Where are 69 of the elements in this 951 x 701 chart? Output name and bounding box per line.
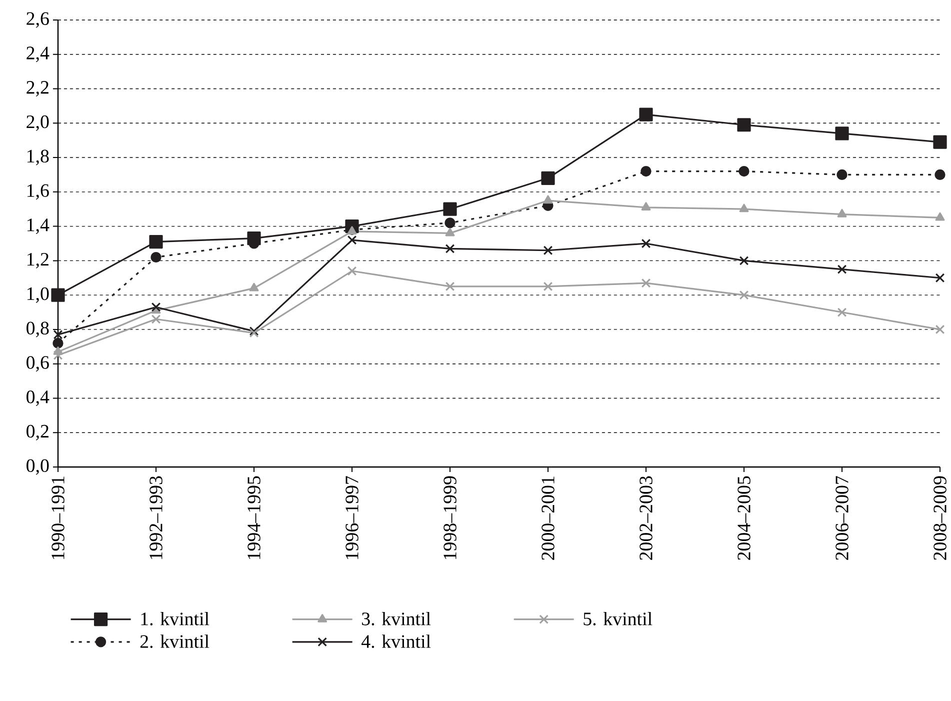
- point: [443, 202, 457, 216]
- point: [445, 228, 455, 236]
- point: [934, 169, 946, 180]
- x-tick-label: 2006–2007: [836, 476, 848, 560]
- point: [444, 218, 456, 228]
- x-tick-label: 1996–1997: [346, 476, 358, 560]
- point: [151, 314, 161, 324]
- point: [445, 244, 455, 254]
- point: [739, 204, 749, 212]
- legend-label: 2. kvintil: [140, 634, 210, 648]
- point: [445, 282, 455, 292]
- point: [543, 282, 553, 292]
- x-tick-label: 2002–2003: [640, 476, 652, 560]
- x-tick-label: 2008–2009: [934, 476, 946, 560]
- y-tick-label: 0,6: [26, 356, 49, 372]
- x-tick-label: 1998–1999: [444, 476, 456, 560]
- point: [249, 282, 259, 292]
- y-tick-label: 2,0: [26, 115, 49, 131]
- x-tick-label: 1992–1993: [150, 476, 162, 560]
- y-tick-label: 1,2: [27, 252, 48, 268]
- point: [641, 202, 651, 210]
- point: [543, 195, 553, 204]
- point: [347, 266, 357, 276]
- x-tick-label: 2004–2005: [738, 476, 750, 560]
- point: [935, 273, 945, 283]
- y-tick-label: 1,4: [27, 218, 50, 234]
- point: [52, 338, 64, 349]
- y-tick-label: 0,2: [26, 424, 48, 440]
- point: [150, 252, 162, 263]
- point: [640, 166, 652, 177]
- point: [151, 302, 161, 312]
- y-tick-label: 0,4: [26, 390, 50, 406]
- legend-label: 5. kvintil: [584, 612, 652, 626]
- point: [541, 171, 555, 185]
- y-tick-label: 2,4: [26, 46, 50, 62]
- point: [837, 208, 847, 218]
- point: [837, 264, 847, 274]
- point: [149, 234, 163, 249]
- point: [641, 238, 651, 248]
- y-tick-label: 2,6: [26, 12, 49, 28]
- point: [935, 324, 945, 334]
- legend-label: 4. kvintil: [361, 634, 431, 648]
- legend-label: 3. kvintil: [362, 612, 431, 626]
- point: [739, 256, 749, 266]
- y-tick-label: 0,8: [26, 322, 49, 338]
- y-tick-label: 0,0: [26, 459, 49, 475]
- y-tick-label: 1,6: [27, 184, 49, 200]
- point: [835, 126, 849, 140]
- point: [53, 330, 63, 340]
- point: [543, 246, 553, 256]
- x-tick-label: 1990–1991: [52, 476, 64, 560]
- x-tick-label: 2000–2001: [542, 476, 554, 560]
- point: [347, 235, 357, 245]
- point: [51, 288, 65, 302]
- y-tick-label: 2,2: [26, 81, 48, 96]
- x-tick-label: 1994–1995: [248, 476, 260, 560]
- point: [641, 278, 651, 288]
- point: [53, 350, 63, 360]
- point: [933, 135, 947, 149]
- point: [639, 108, 653, 122]
- point: [738, 166, 750, 177]
- y-tick-label: 1,8: [27, 150, 49, 166]
- legend-label: 1. kvintil: [141, 612, 210, 626]
- point: [837, 308, 847, 317]
- point: [935, 212, 945, 221]
- point: [739, 290, 749, 300]
- point: [836, 169, 848, 180]
- y-tick-label: 1,0: [27, 287, 49, 303]
- point: [737, 118, 751, 132]
